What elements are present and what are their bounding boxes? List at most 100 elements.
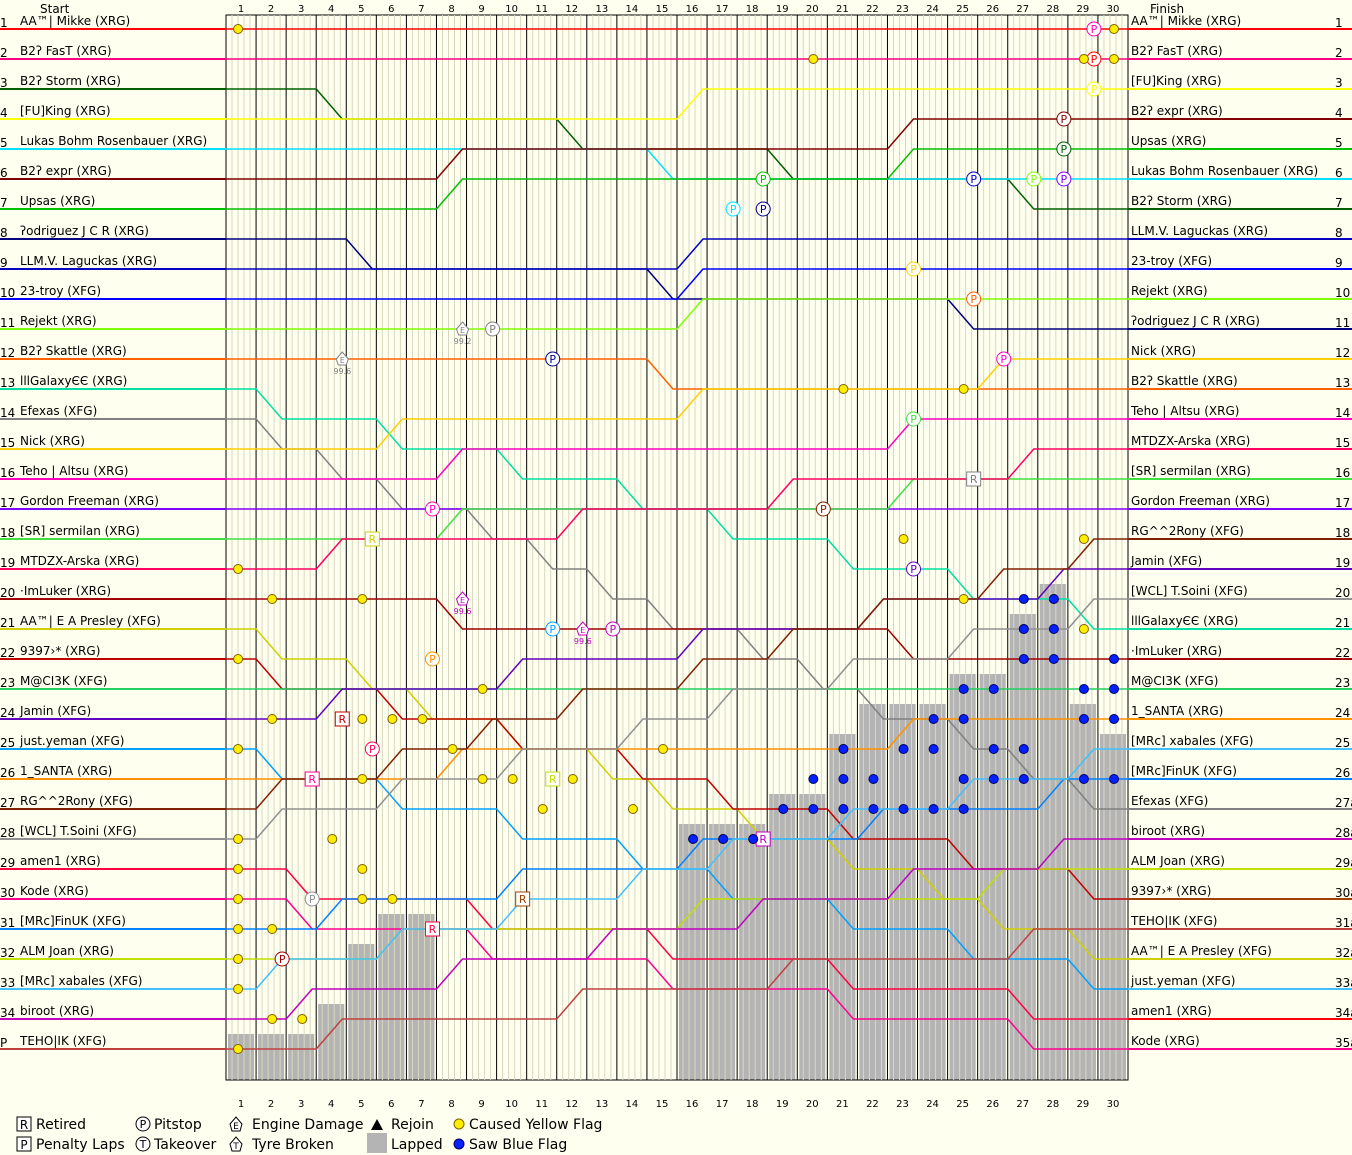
yellow-flag-marker xyxy=(233,834,244,844)
finish-driver-label: LLM.V. Laguckas (XRG) xyxy=(1131,224,1268,238)
start-driver-label: 9397›* (XRG) xyxy=(20,644,100,658)
start-position-label: 1 xyxy=(0,16,8,30)
yellow-flag-marker xyxy=(327,834,338,844)
lap-number-top: 24 xyxy=(926,4,939,15)
pitstop-marker-label: P xyxy=(610,623,617,636)
start-position-label: 34 xyxy=(0,1006,15,1020)
start-position-label: 2 xyxy=(0,46,8,60)
finish-driver-label: ·ImLuker (XRG) xyxy=(1131,644,1222,658)
lap-number-bottom: 5 xyxy=(358,1099,364,1110)
lap-number-top: 10 xyxy=(505,4,518,15)
blue-flag-marker xyxy=(688,834,699,844)
blue-flag-marker xyxy=(958,714,969,724)
lap-number-bottom: 8 xyxy=(448,1099,454,1110)
pitstop-marker-label: P xyxy=(730,203,737,216)
driver-position-trace xyxy=(226,838,1128,1020)
yellow-flag-marker xyxy=(1109,54,1119,64)
start-driver-label: 1_SANTA (XRG) xyxy=(20,764,112,778)
driver-position-trace xyxy=(226,238,1128,270)
engine-damage-marker xyxy=(455,591,470,606)
retired-marker-label: R xyxy=(759,833,767,846)
lap-number-bottom: 26 xyxy=(986,1099,999,1110)
start-driver-label: ·ImLuker (XRG) xyxy=(20,584,111,598)
pitstop-marker xyxy=(545,351,561,367)
pitstop-marker-label: P xyxy=(910,413,917,426)
pitstop-marker-label: P xyxy=(970,173,977,186)
driver-position-trace xyxy=(226,418,1128,480)
lap-number-top: 9 xyxy=(478,4,484,15)
engine-damage-label: E xyxy=(340,356,345,365)
lap-number-bottom: 7 xyxy=(418,1099,424,1110)
legend-yellow: Caused Yellow Flag xyxy=(453,1117,602,1133)
lap-number-top: 13 xyxy=(595,4,608,15)
yellow-flag-marker xyxy=(1078,534,1089,544)
yellow-flag-marker xyxy=(808,54,819,64)
lap-number-bottom: 2 xyxy=(268,1099,274,1110)
finish-driver-label: AA™| E A Presley (XFG) xyxy=(1131,944,1272,958)
blue-flag-marker xyxy=(1018,624,1029,634)
start-driver-label: AA™| E A Presley (XFG) xyxy=(20,614,161,628)
yellow-flag-marker xyxy=(357,864,368,874)
start-position-label: 17 xyxy=(0,496,15,510)
yellow-flag-marker xyxy=(297,1014,308,1024)
yellow-flag-marker xyxy=(387,714,398,724)
finish-driver-label: TEHO|IK (XFG) xyxy=(1130,914,1217,928)
retired-marker-label: R xyxy=(369,533,377,546)
driver-position-trace xyxy=(226,928,1128,1050)
legend-pitstop: P Pitstop xyxy=(135,1116,202,1133)
yellow-flag-marker xyxy=(537,804,548,814)
pitstop-marker xyxy=(1086,21,1102,37)
lap-number-top: 20 xyxy=(806,4,819,15)
start-driver-label: LLM.V. Laguckas (XRG) xyxy=(20,254,157,268)
finish-position-label: 20 xyxy=(1335,586,1350,600)
lap-number-bottom: 16 xyxy=(686,1099,699,1110)
yellow-flag-marker xyxy=(267,594,278,604)
finish-position-label: 35a xyxy=(1335,1036,1352,1050)
yellow-flag-marker xyxy=(477,774,488,784)
start-driver-label: biroot (XRG) xyxy=(20,1004,94,1018)
finish-driver-label: B2ʔ Storm (XRG) xyxy=(1131,194,1232,208)
finish-driver-label: 9397›* (XRG) xyxy=(1131,884,1211,898)
finish-position-label: 21 xyxy=(1335,616,1350,630)
lap-number-bottom: 19 xyxy=(776,1099,789,1110)
pitstop-marker-label: P xyxy=(429,653,436,666)
driver-position-trace xyxy=(226,118,1128,180)
retired-marker-label: R xyxy=(549,773,557,786)
yellow-flag-marker xyxy=(357,594,368,604)
lap-number-top: 17 xyxy=(716,4,729,15)
blue-flag-marker xyxy=(1018,744,1029,754)
finish-position-label: 32a xyxy=(1335,946,1352,960)
pitstop-marker xyxy=(424,651,440,667)
finish-position-label: 11 xyxy=(1335,316,1350,330)
start-driver-label: amen1 (XRG) xyxy=(20,854,101,868)
engine-damage-marker xyxy=(335,351,349,366)
yellow-flag-marker xyxy=(267,924,278,934)
blue-flag-marker xyxy=(928,714,939,724)
start-position-label: 12 xyxy=(0,346,15,360)
finish-driver-label: just.yeman (XFG) xyxy=(1130,974,1235,988)
pitstop-marker xyxy=(1056,171,1072,187)
start-driver-label: [MRc]FinUK (XFG) xyxy=(20,914,126,928)
lap-number-top: 27 xyxy=(1016,4,1029,15)
pitstop-marker-label: P xyxy=(760,203,767,216)
retired-marker xyxy=(545,771,561,787)
start-position-label: 9 xyxy=(0,256,8,270)
finish-position-label: 33a xyxy=(1335,976,1352,990)
lap-number-top: 21 xyxy=(836,4,849,15)
pitstop-marker-label: P xyxy=(1000,353,1007,366)
lap-number-bottom: 20 xyxy=(806,1099,819,1110)
finish-position-label: 24 xyxy=(1335,706,1350,720)
blue-flag-marker xyxy=(958,684,969,694)
svg-text:Lapped: Lapped xyxy=(391,1137,443,1153)
start-driver-label: ʔodriguez J C R (XRG) xyxy=(20,224,149,238)
pitstop-marker-label: P xyxy=(1091,23,1098,36)
legend-tyre: T Tyre Broken xyxy=(229,1136,334,1153)
pitstop-marker-label: P xyxy=(1091,53,1098,66)
lap-number-bottom: 24 xyxy=(926,1099,939,1110)
finish-driver-label: MTDZX-Arska (XRG) xyxy=(1131,434,1250,448)
yellow-flag-marker xyxy=(1078,54,1089,64)
legend-rejoin: Rejoin xyxy=(371,1117,434,1133)
finish-position-label: 1 xyxy=(1335,16,1343,30)
lap-number-bottom: 11 xyxy=(535,1099,548,1110)
